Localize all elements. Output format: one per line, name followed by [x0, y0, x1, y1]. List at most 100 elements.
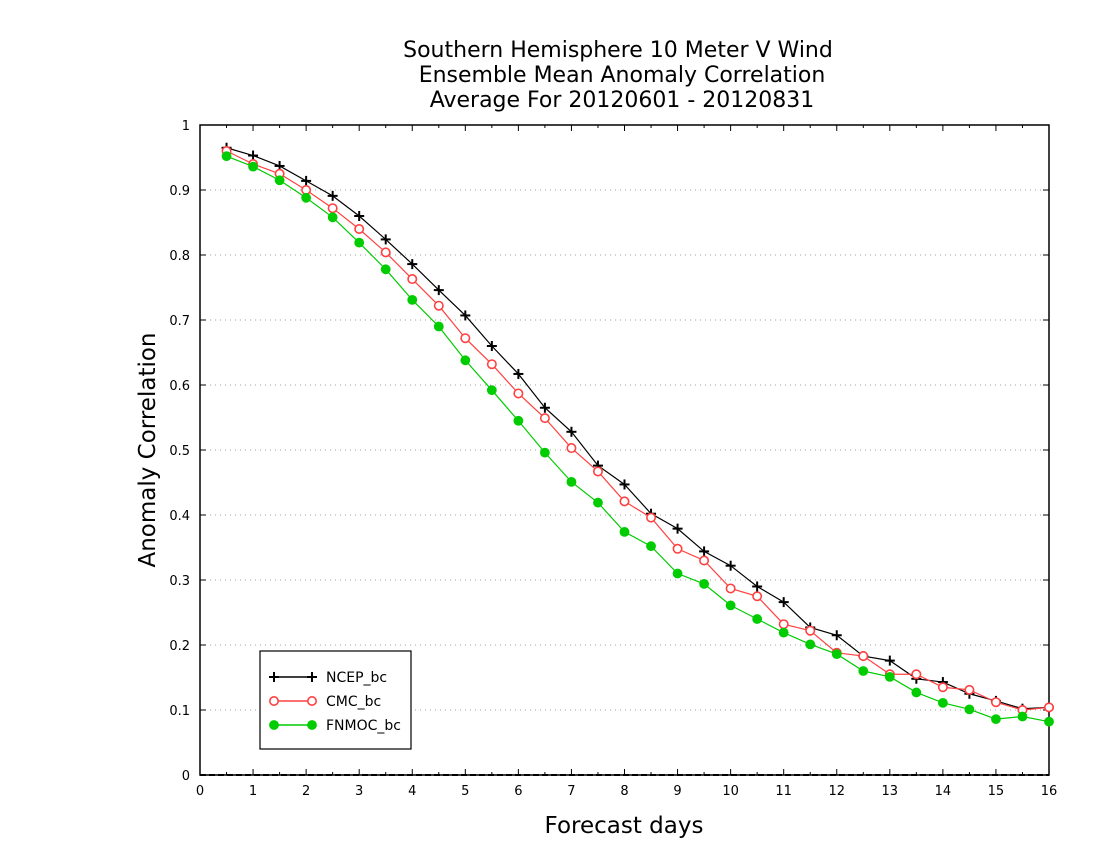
- data-point-ncep-bc: [380, 234, 391, 245]
- y-tick-label: 0.9: [169, 184, 190, 199]
- data-point-fnmoc-bc: [831, 649, 842, 659]
- x-tick-label: 2: [302, 784, 310, 799]
- data-point-fnmoc-bc: [301, 192, 312, 203]
- x-axis-ticks: 0 1 2 3 4 5 6 7 8 9 10 11 12 13 14 15 16: [196, 125, 1057, 799]
- data-point-fnmoc-bc: [1044, 716, 1054, 727]
- data-point-cmc-bc: [486, 359, 497, 370]
- y-tick-label: 0.8: [169, 249, 190, 264]
- data-point-fnmoc-bc: [460, 355, 471, 366]
- data-point-ncep-bc: [619, 479, 630, 490]
- x-tick-label: 13: [882, 784, 899, 799]
- data-point-fnmoc-bc: [486, 385, 497, 396]
- data-point-fnmoc-bc: [911, 687, 922, 698]
- data-point-ncep-bc: [301, 175, 312, 186]
- data-point-fnmoc-bc: [964, 704, 975, 715]
- series-line-cmc-bc: [226, 150, 1050, 711]
- data-point-ncep-bc: [354, 211, 365, 221]
- data-point-cmc-bc: [725, 583, 736, 594]
- data-point-cmc-bc: [460, 333, 471, 344]
- data-point-fnmoc-bc: [354, 237, 365, 248]
- data-point-cmc-bc: [592, 466, 603, 477]
- data-point-cmc-bc: [805, 625, 816, 636]
- x-tick-label: 3: [355, 784, 363, 799]
- legend-item-ncep-bc: NCEP_bc: [269, 670, 387, 686]
- data-point-ncep-bc: [327, 190, 338, 201]
- x-tick-label: 12: [828, 784, 845, 799]
- chart-title-line-2: Ensemble Mean Anomaly Correlation: [419, 63, 826, 88]
- y-tick-label: 0.5: [169, 444, 190, 459]
- data-point-ncep-bc: [513, 368, 524, 379]
- data-point-fnmoc-bc: [991, 714, 1001, 724]
- data-point-cmc-bc: [539, 413, 550, 424]
- legend-label-cmc-bc: CMC_bc: [326, 694, 381, 710]
- data-point-cmc-bc: [327, 203, 338, 214]
- legend-marker-ncep-bc: [269, 672, 279, 682]
- x-tick-label: 4: [408, 784, 416, 799]
- data-point-fnmoc-bc: [805, 639, 816, 650]
- data-point-fnmoc-bc: [672, 568, 683, 579]
- y-tick-label: 0: [182, 769, 190, 784]
- x-tick-label: 9: [673, 784, 681, 799]
- legend-item-cmc-bc: CMC_bc: [268, 694, 381, 710]
- x-tick-label: 16: [1041, 784, 1058, 799]
- y-tick-label: 0.2: [169, 639, 190, 654]
- data-point-cmc-bc: [752, 591, 763, 602]
- data-point-cmc-bc: [699, 555, 710, 566]
- data-point-cmc-bc: [354, 224, 365, 235]
- data-point-fnmoc-bc: [884, 671, 895, 682]
- y-axis-ticks: 0 0.1 0.2 0.3 0.4 0.5 0.6 0.7 0.8 0.9 1: [169, 119, 1049, 784]
- series-line-ncep-bc: [226, 147, 1050, 710]
- data-point-ncep-bc: [672, 523, 683, 534]
- data-point-cmc-bc: [566, 443, 577, 454]
- data-point-fnmoc-bc: [699, 579, 709, 589]
- series-ncep-bc: [221, 142, 1054, 714]
- legend-marker-fnmoc-bc: [307, 720, 317, 730]
- y-tick-label: 0.1: [169, 704, 190, 719]
- data-point-fnmoc-bc: [327, 212, 338, 223]
- data-point-ncep-bc: [433, 285, 444, 296]
- data-point-fnmoc-bc: [778, 627, 789, 638]
- data-point-fnmoc-bc: [619, 527, 630, 537]
- data-point-fnmoc-bc: [513, 415, 524, 426]
- data-point-ncep-bc: [460, 310, 471, 321]
- data-point-cmc-bc: [433, 300, 444, 311]
- data-point-fnmoc-bc: [274, 175, 285, 186]
- data-point-fnmoc-bc: [221, 151, 232, 162]
- data-point-cmc-bc: [407, 274, 418, 285]
- chart-title: Southern Hemisphere 10 Meter V Wind Ense…: [403, 38, 833, 113]
- x-tick-label: 6: [514, 784, 522, 799]
- legend: NCEP_bc CMC_bc FNMOC_bc: [259, 650, 412, 750]
- data-point-ncep-bc: [778, 597, 789, 608]
- data-point-cmc-bc: [619, 496, 630, 507]
- data-point-cmc-bc: [990, 697, 1001, 708]
- y-tick-label: 0.3: [169, 574, 190, 589]
- legend-marker-cmc-bc: [268, 695, 279, 706]
- legend-box: [259, 650, 412, 750]
- data-point-fnmoc-bc: [380, 264, 391, 275]
- series-group: [221, 142, 1055, 727]
- legend-marker-ncep-bc: [307, 672, 317, 682]
- data-point-cmc-bc: [778, 619, 789, 630]
- y-tick-label: 0.4: [169, 509, 190, 524]
- x-tick-label: 10: [722, 784, 739, 799]
- data-point-cmc-bc: [646, 512, 657, 523]
- x-tick-label: 1: [249, 784, 257, 799]
- series-cmc-bc: [221, 146, 1055, 715]
- x-tick-label: 8: [620, 784, 628, 799]
- data-point-fnmoc-bc: [937, 697, 948, 708]
- legend-label-fnmoc-bc: FNMOC_bc: [326, 718, 401, 734]
- legend-marker-fnmoc-bc: [269, 720, 279, 730]
- data-point-fnmoc-bc: [248, 161, 258, 172]
- x-tick-label: 15: [988, 784, 1005, 799]
- legend-item-fnmoc-bc: FNMOC_bc: [269, 718, 401, 734]
- data-point-cmc-bc: [964, 684, 975, 695]
- data-point-cmc-bc: [937, 682, 948, 693]
- data-point-ncep-bc: [884, 655, 895, 666]
- data-point-ncep-bc: [725, 560, 736, 571]
- data-point-cmc-bc: [380, 247, 391, 258]
- data-point-cmc-bc: [858, 651, 869, 662]
- series-fnmoc-bc: [221, 151, 1054, 727]
- data-point-fnmoc-bc: [593, 497, 603, 508]
- y-tick-label: 0.7: [169, 314, 190, 329]
